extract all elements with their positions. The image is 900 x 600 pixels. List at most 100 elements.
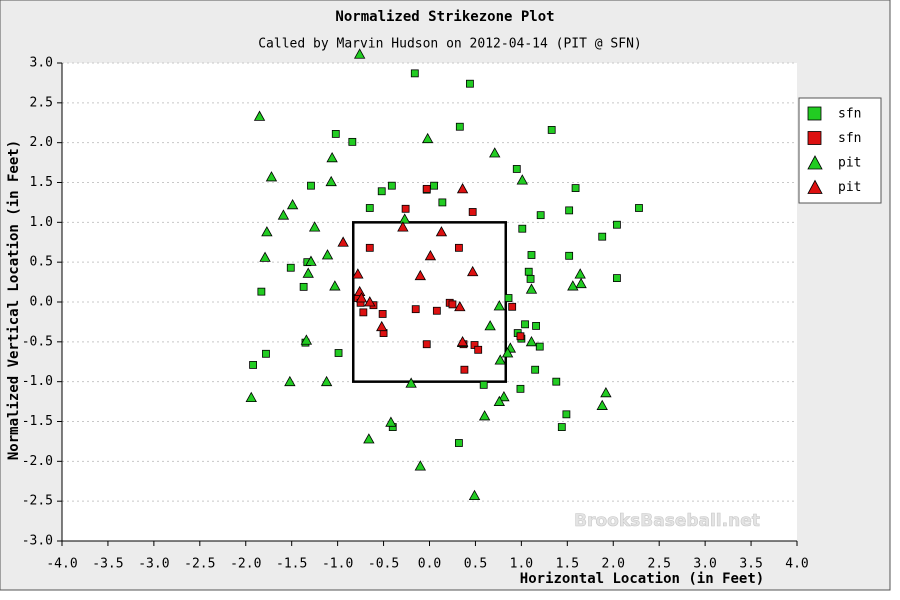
- y-tick-label: 1.0: [30, 215, 53, 230]
- x-tick-label: -0.5: [368, 557, 399, 572]
- legend-label: sfn: [838, 131, 861, 146]
- point: [421, 132, 434, 144]
- point: [493, 395, 506, 406]
- y-tick-label: 0.0: [30, 295, 53, 310]
- strike-zone: [351, 221, 508, 383]
- point: [532, 321, 540, 330]
- y-tick-label: -1.5: [22, 414, 53, 429]
- x-tick-label: 2.0: [602, 557, 625, 572]
- point: [613, 274, 621, 283]
- legend-label: pit: [838, 180, 861, 195]
- point: [399, 213, 411, 224]
- point: [516, 174, 528, 185]
- point: [613, 220, 621, 229]
- y-tick-label: 3.0: [30, 56, 53, 71]
- legend-marker: [807, 179, 823, 194]
- point: [474, 345, 483, 354]
- legend-label: sfn: [838, 107, 861, 122]
- point: [422, 340, 431, 349]
- point: [524, 267, 533, 276]
- point: [598, 232, 607, 241]
- point: [454, 243, 463, 252]
- legend-label: pit: [838, 156, 861, 171]
- point: [504, 294, 513, 302]
- point: [331, 130, 340, 138]
- point: [385, 416, 397, 427]
- point: [302, 267, 314, 278]
- point: [422, 184, 431, 193]
- x-tick-label: -1.5: [276, 557, 307, 572]
- point: [466, 79, 474, 88]
- y-tick-label: 2.0: [30, 135, 53, 150]
- watermark: BrooksBaseball.net: [574, 511, 760, 531]
- point: [600, 386, 612, 398]
- point: [516, 332, 525, 341]
- point: [521, 320, 529, 329]
- point: [494, 354, 506, 365]
- point: [525, 336, 538, 347]
- point: [300, 334, 313, 345]
- point: [376, 320, 388, 332]
- x-tick-label: 1.0: [510, 557, 533, 572]
- x-tick-label: 4.0: [785, 557, 808, 572]
- point: [552, 377, 561, 386]
- point: [353, 48, 366, 59]
- point: [535, 342, 544, 351]
- point: [348, 137, 357, 146]
- point: [435, 226, 448, 237]
- point: [253, 110, 266, 121]
- point: [334, 349, 343, 357]
- point: [635, 204, 643, 212]
- legend-marker: [807, 106, 822, 121]
- point: [329, 280, 341, 291]
- chart-subtitle: Called by Marvin Hudson on 2012-04-14 (P…: [258, 37, 642, 52]
- point: [430, 181, 438, 190]
- x-tick-label: 0.5: [464, 557, 487, 572]
- point: [571, 184, 580, 192]
- point: [512, 165, 521, 173]
- point: [378, 310, 387, 318]
- point: [455, 122, 464, 131]
- x-tick-label: -3.5: [92, 557, 123, 572]
- point: [454, 300, 466, 312]
- point: [245, 391, 257, 403]
- point: [337, 236, 349, 247]
- point: [257, 287, 266, 296]
- point: [299, 282, 308, 291]
- point: [460, 365, 469, 374]
- point: [307, 181, 315, 190]
- point: [352, 268, 364, 279]
- point: [565, 251, 574, 260]
- y-tick-label: 1.5: [30, 175, 53, 190]
- x-tick-label: 3.5: [739, 557, 762, 572]
- point: [516, 384, 525, 393]
- point: [484, 320, 496, 331]
- point: [261, 226, 273, 237]
- point: [547, 126, 556, 134]
- point: [501, 347, 514, 358]
- point: [320, 375, 333, 387]
- point: [478, 410, 491, 421]
- point: [365, 204, 374, 212]
- point: [262, 349, 270, 358]
- point: [364, 296, 376, 307]
- point: [493, 300, 506, 311]
- y-tick-label: -2.0: [22, 454, 53, 469]
- point: [562, 410, 571, 419]
- point: [284, 375, 296, 387]
- point: [489, 147, 501, 158]
- x-tick-label: 3.0: [693, 557, 716, 572]
- point: [448, 300, 457, 309]
- point: [536, 211, 545, 220]
- y-tick-label: -0.5: [22, 334, 53, 349]
- point: [468, 208, 477, 216]
- point: [438, 198, 447, 207]
- x-tick-label: -4.0: [46, 557, 77, 572]
- point: [355, 292, 368, 303]
- point: [468, 489, 481, 500]
- x-tick-label: -2.5: [184, 557, 215, 572]
- point: [518, 224, 527, 233]
- point: [411, 305, 420, 314]
- point: [526, 274, 535, 283]
